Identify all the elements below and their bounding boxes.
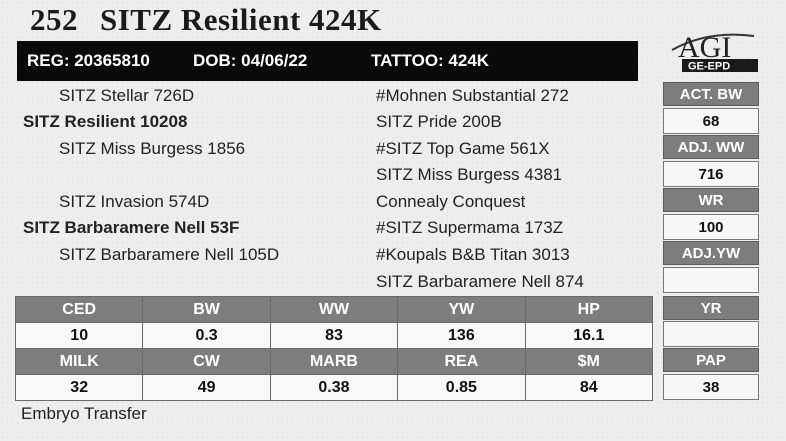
epd-header-m: $M: [524, 348, 654, 375]
stat-value-yr: [663, 321, 759, 347]
pedigree-dam-dam: SITZ Barbaramere Nell 105D: [59, 245, 280, 264]
logo-sub-text: GE-EPD: [688, 61, 730, 73]
epd-header-ww: WW: [269, 296, 399, 323]
stat-label-act-bw: ACT. BW: [663, 82, 759, 106]
stat-value-adj-ww: 716: [663, 161, 759, 187]
epd-value-rea: 0.85: [397, 374, 526, 401]
registration-number: REG: 20365810: [27, 51, 150, 70]
epd-header-marb: MARB: [269, 348, 399, 375]
stat-value-act-bw: 68: [663, 108, 759, 134]
logo-main-text: AGI: [678, 31, 731, 64]
epd-header-cw: CW: [142, 348, 271, 375]
pedigree-sire-sire: SITZ Stellar 726D: [59, 86, 195, 105]
epd-header-hp: HP: [524, 296, 654, 323]
footer-note: Embryo Transfer: [21, 404, 147, 423]
stat-value-wr: 100: [663, 214, 759, 240]
pedigree-sire: SITZ Resilient 10208: [23, 112, 188, 131]
epd-table: CED BW WW YW HP 10 0.3 83 136 16.1 MILK …: [14, 296, 654, 401]
pedigree-ancestor: SITZ Barbaramere Nell 874: [376, 272, 584, 291]
stat-label-wr: WR: [663, 188, 759, 212]
stat-label-yr: YR: [663, 296, 759, 320]
pedigree-ancestor: #Mohnen Substantial 272: [376, 86, 569, 105]
epd-value-hp: 16.1: [524, 322, 654, 349]
epd-value-milk: 32: [14, 374, 144, 401]
animal-name: SITZ Resilient 424K: [100, 2, 382, 37]
epd-value-ww: 83: [269, 322, 399, 349]
epd-header-row: MILK CW MARB REA $M: [14, 348, 654, 375]
pedigree-dam: SITZ Barbaramere Nell 53F: [23, 218, 240, 237]
epd-value-row: 32 49 0.38 0.85 84: [14, 374, 654, 401]
pedigree-ancestor: #Koupals B&B Titan 3013: [376, 245, 570, 264]
epd-header-yw: YW: [397, 296, 526, 323]
stat-value-pap: 38: [663, 374, 759, 400]
agi-ge-epd-logo: AGI GE-EPD: [671, 31, 758, 73]
tattoo: TATTOO: 424K: [371, 51, 490, 70]
epd-value-cw: 49: [142, 374, 271, 401]
pedigree-ancestor: #SITZ Top Game 561X: [376, 139, 550, 158]
epd-header-ced: CED: [14, 296, 144, 323]
stat-label-pap: PAP: [663, 348, 759, 372]
stat-label-adj-ww: ADJ. WW: [663, 135, 759, 159]
pedigree-dam-sire: SITZ Invasion 574D: [59, 192, 210, 211]
epd-value-ced: 10: [14, 322, 144, 349]
pedigree-ancestor: Connealy Conquest: [376, 192, 526, 211]
lot-number: 252: [30, 2, 78, 37]
pedigree-ancestor: SITZ Miss Burgess 4381: [376, 165, 563, 184]
epd-value-yw: 136: [397, 322, 526, 349]
epd-header-bw: BW: [142, 296, 271, 323]
pedigree-sire-dam: SITZ Miss Burgess 1856: [59, 139, 246, 158]
epd-value-m: 84: [524, 374, 654, 401]
lot-title: 252 SITZ Resilient 424K: [30, 2, 382, 38]
registration-bar: REG: 20365810 DOB: 04/06/22 TATTOO: 424K: [17, 41, 638, 81]
pedigree-ancestor: #SITZ Supermama 173Z: [376, 218, 564, 237]
stat-value-adj-yw: [663, 267, 759, 293]
epd-header-rea: REA: [397, 348, 526, 375]
epd-header-milk: MILK: [14, 348, 144, 375]
date-of-birth: DOB: 04/06/22: [193, 51, 308, 70]
stat-label-adj-yw: ADJ.YW: [663, 241, 759, 265]
epd-value-bw: 0.3: [142, 322, 271, 349]
epd-value-row: 10 0.3 83 136 16.1: [14, 322, 654, 349]
pedigree-ancestor: SITZ Pride 200B: [376, 112, 502, 131]
epd-header-row: CED BW WW YW HP: [14, 296, 654, 323]
epd-value-marb: 0.38: [269, 374, 399, 401]
